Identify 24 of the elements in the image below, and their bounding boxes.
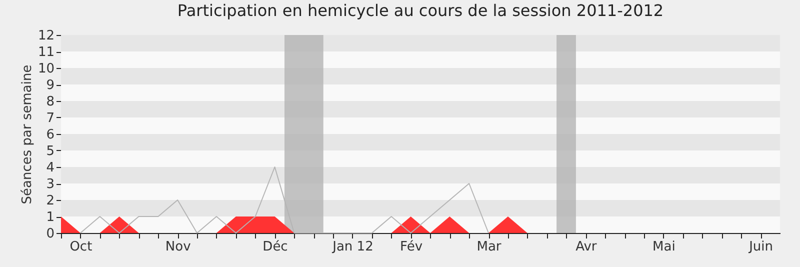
x-tick-label: Oct xyxy=(70,240,92,254)
y-tick-label: 10 xyxy=(38,62,54,76)
y-tick-label: 4 xyxy=(46,160,54,176)
x-tick-label: Mar xyxy=(476,240,502,254)
y-tick-label: 12 xyxy=(38,28,54,44)
x-tick-label: Avr xyxy=(576,240,598,254)
x-tick-label: Juin xyxy=(748,240,774,254)
x-tick-label: Fév xyxy=(400,240,423,254)
chart-title: Participation en hemicycle au cours de la session 2011-2012 xyxy=(177,1,664,20)
x-tick-label: Déc xyxy=(262,240,288,254)
y-tick-label: 7 xyxy=(46,111,54,126)
y-tick-label: 8 xyxy=(46,94,54,110)
x-tick-label: Mai xyxy=(652,240,676,254)
x-tick-label: Nov xyxy=(165,240,192,254)
y-tick-label: 5 xyxy=(46,144,54,159)
y-tick-label: 0 xyxy=(46,226,54,242)
y-tick-label: 9 xyxy=(46,78,54,93)
y-tick-label: 1 xyxy=(46,210,54,225)
y-tick-label: 6 xyxy=(46,128,54,142)
x-tick-label: Jan 12 xyxy=(332,240,374,254)
y-tick-label: 3 xyxy=(46,177,54,192)
y-axis-title: Séances par semaine xyxy=(20,64,35,204)
y-tick-label: 2 xyxy=(46,194,54,208)
y-tick-label: 11 xyxy=(38,45,54,60)
